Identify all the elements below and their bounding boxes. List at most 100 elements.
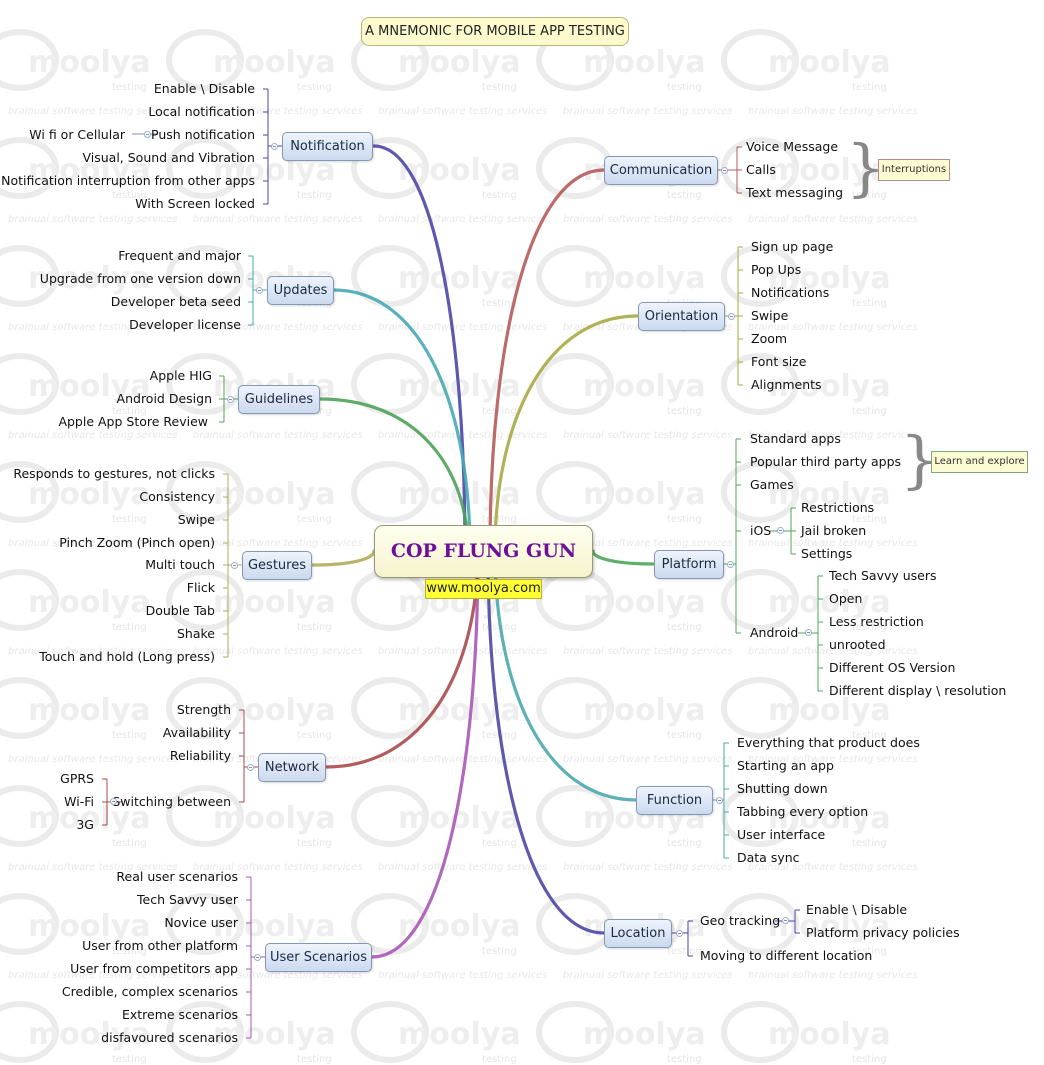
collapse-toggle-switching[interactable]: [110, 798, 117, 805]
watermark-tagline: brainual software testing services: [748, 862, 918, 873]
watermark-logo: moolya: [768, 45, 891, 80]
watermark-mark: [0, 461, 59, 523]
updates-item: Developer beta seed: [110, 294, 241, 309]
topic-updates[interactable]: Updates: [267, 276, 334, 305]
watermark-sub: testing: [112, 730, 147, 741]
watermark-sub: testing: [112, 622, 147, 633]
collapse-toggle-guidelines[interactable]: [227, 396, 234, 403]
watermark-sub: testing: [112, 1054, 147, 1065]
gestures-item: Multi touch: [145, 557, 215, 572]
collapse-toggle-updates[interactable]: [256, 287, 263, 294]
collapse-toggle-platform[interactable]: [727, 561, 734, 568]
watermark-tagline: brainual software testing services: [378, 106, 548, 117]
topic-notification[interactable]: Notification: [282, 132, 373, 161]
topic-guidelines[interactable]: Guidelines: [238, 385, 320, 414]
watermark-logo: moolya: [768, 153, 891, 188]
watermark-sub: testing: [112, 946, 147, 957]
watermark-sub: testing: [297, 82, 332, 93]
watermark-sub: testing: [667, 406, 702, 417]
watermark-mark: [166, 677, 244, 739]
updates-item: Frequent and major: [118, 248, 241, 263]
watermark-tagline: brainual software testing services: [193, 430, 363, 441]
watermark-tagline: brainual software testing services: [378, 322, 548, 333]
watermark-logo: moolya: [398, 45, 521, 80]
watermark-sub: testing: [667, 190, 702, 201]
watermark-logo: moolya: [583, 477, 706, 512]
watermark-mark: [536, 461, 614, 523]
central-topic[interactable]: COP FLUNG GUN: [374, 525, 593, 578]
watermark-sub: testing: [667, 622, 702, 633]
topic-communication[interactable]: Communication: [604, 156, 718, 185]
collapse-toggle-location[interactable]: [676, 930, 683, 937]
watermark-logo: moolya: [28, 153, 151, 188]
watermark-tagline: brainual software testing services: [563, 862, 733, 873]
collapse-toggle-push[interactable]: [144, 131, 151, 138]
communication-item: Calls: [746, 162, 776, 177]
topic-network[interactable]: Network: [258, 753, 326, 782]
watermark-mark: [351, 461, 429, 523]
network-item: Availability: [162, 725, 231, 740]
watermark-sub: testing: [852, 82, 887, 93]
network-item: Strength: [176, 702, 231, 717]
watermark-tagline: brainual software testing services: [563, 106, 733, 117]
topic-user-scenarios[interactable]: User Scenarios: [265, 943, 372, 972]
watermark-mark: [351, 785, 429, 847]
watermark-mark: [0, 353, 59, 415]
orientation-item: Swipe: [751, 308, 789, 323]
watermark-sub: testing: [852, 190, 887, 201]
watermark-tagline: brainual software testing services: [193, 106, 363, 117]
collapse-toggle-communication[interactable]: [721, 167, 728, 174]
watermark-tagline: brainual software testing services: [378, 754, 548, 765]
topic-platform[interactable]: Platform: [654, 550, 724, 579]
watermark-logo: moolya: [213, 477, 336, 512]
watermark-mark: [351, 137, 429, 199]
watermark-mark: [721, 677, 799, 739]
topic-orientation[interactable]: Orientation: [638, 302, 725, 331]
watermark-sub: testing: [297, 1054, 332, 1065]
watermark-sub: testing: [112, 298, 147, 309]
collapse-toggle-network[interactable]: [247, 764, 254, 771]
watermark-logo: moolya: [28, 45, 151, 80]
watermark-sub: testing: [852, 514, 887, 525]
collapse-toggle-function[interactable]: [716, 797, 723, 804]
watermark-sub: testing: [667, 514, 702, 525]
watermark-mark: [351, 245, 429, 307]
watermark-mark: [351, 677, 429, 739]
collapse-toggle-ios[interactable]: [777, 527, 784, 534]
watermark-sub: testing: [112, 514, 147, 525]
collapse-toggle-geo-tracking[interactable]: [782, 917, 789, 924]
watermark-logo: moolya: [768, 369, 891, 404]
watermark-logo: moolya: [583, 585, 706, 620]
collapse-toggle-gestures[interactable]: [231, 562, 238, 569]
collapse-toggle-android[interactable]: [805, 629, 812, 636]
collapse-toggle-notification[interactable]: [271, 143, 278, 150]
watermark-logo: moolya: [213, 45, 336, 80]
android-subitem: Tech Savvy users: [829, 568, 937, 583]
collapse-toggle-user-scenarios[interactable]: [254, 954, 261, 961]
watermark-mark: [0, 785, 59, 847]
central-hyperlink[interactable]: www.moolya.com: [425, 579, 542, 599]
user-scenarios-item: Credible, complex scenarios: [61, 984, 238, 999]
watermark-tagline: brainual software testing services: [748, 322, 918, 333]
collapse-toggle-orientation[interactable]: [728, 313, 735, 320]
watermark-logo: moolya: [213, 1017, 336, 1052]
topic-location[interactable]: Location: [604, 919, 672, 948]
watermark-logo: moolya: [28, 369, 151, 404]
watermark-logo: moolya: [768, 801, 891, 836]
network-item: Reliability: [169, 748, 231, 763]
watermark-tagline: brainual software testing services: [193, 862, 363, 873]
watermark-mark: [166, 569, 244, 631]
watermark-tagline: brainual software testing services: [748, 106, 918, 117]
topic-gestures[interactable]: Gestures: [242, 551, 312, 580]
topic-function[interactable]: Function: [636, 786, 713, 815]
function-item: User interface: [737, 827, 826, 842]
watermark-sub: testing: [112, 82, 147, 93]
watermark-tagline: brainual software testing services: [748, 538, 918, 549]
ios-subitem: Restrictions: [801, 500, 875, 515]
watermark-logo: moolya: [28, 909, 151, 944]
platform-item: Standard apps: [750, 431, 841, 446]
watermark-tagline: brainual software testing services: [8, 106, 178, 117]
watermark-mark: [166, 29, 244, 91]
watermark-logo: moolya: [28, 693, 151, 728]
